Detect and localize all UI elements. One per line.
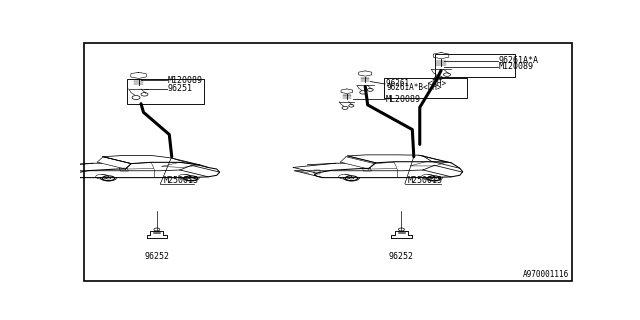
Bar xyxy=(127,79,204,104)
Text: 96252: 96252 xyxy=(145,252,170,261)
Bar xyxy=(383,78,467,98)
Text: M250015: M250015 xyxy=(163,176,198,185)
Text: 96261    <RH>: 96261 <RH> xyxy=(386,79,446,88)
Bar xyxy=(435,54,515,76)
Text: A970001116: A970001116 xyxy=(524,270,570,279)
Text: 96261A*B<LH>: 96261A*B<LH> xyxy=(386,83,442,92)
Text: 96251: 96251 xyxy=(168,84,193,93)
Text: 96261A*A: 96261A*A xyxy=(499,56,539,65)
Text: M120089: M120089 xyxy=(168,76,203,85)
Text: M250015: M250015 xyxy=(408,176,443,185)
Text: ML20089: ML20089 xyxy=(386,95,421,104)
Text: M120089: M120089 xyxy=(499,62,534,71)
Text: 96252: 96252 xyxy=(389,252,414,261)
